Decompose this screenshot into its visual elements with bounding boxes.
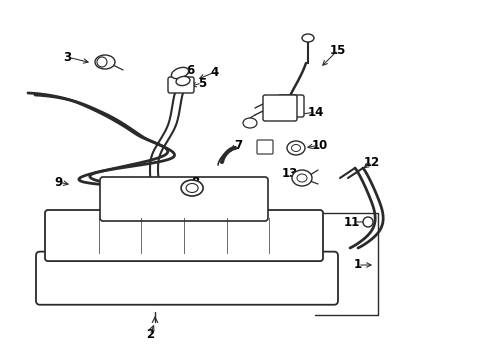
Ellipse shape <box>172 67 189 78</box>
Ellipse shape <box>302 34 314 42</box>
Ellipse shape <box>186 184 198 193</box>
Ellipse shape <box>287 141 305 155</box>
FancyBboxPatch shape <box>278 95 304 117</box>
Text: 5: 5 <box>198 77 206 90</box>
Text: 9: 9 <box>54 176 62 189</box>
Text: 14: 14 <box>308 105 324 118</box>
Circle shape <box>363 217 373 227</box>
Ellipse shape <box>181 180 203 196</box>
Text: 8: 8 <box>191 176 199 189</box>
Ellipse shape <box>243 118 257 128</box>
Ellipse shape <box>95 55 115 69</box>
FancyBboxPatch shape <box>168 77 194 93</box>
Text: 10: 10 <box>312 139 328 152</box>
Text: 4: 4 <box>211 66 219 78</box>
Ellipse shape <box>292 170 312 186</box>
Circle shape <box>97 57 107 67</box>
FancyBboxPatch shape <box>257 140 273 154</box>
FancyBboxPatch shape <box>36 252 338 305</box>
Text: 13: 13 <box>282 166 298 180</box>
Ellipse shape <box>292 144 300 152</box>
Text: 12: 12 <box>364 156 380 168</box>
FancyBboxPatch shape <box>100 177 268 221</box>
Text: 11: 11 <box>344 216 360 229</box>
Text: 3: 3 <box>63 50 71 63</box>
FancyBboxPatch shape <box>263 95 297 121</box>
Text: 2: 2 <box>146 328 154 342</box>
Text: 1: 1 <box>354 258 362 271</box>
Text: 15: 15 <box>330 44 346 57</box>
Text: 6: 6 <box>186 63 194 77</box>
Ellipse shape <box>176 76 190 86</box>
Ellipse shape <box>297 174 307 182</box>
Text: 7: 7 <box>234 139 242 152</box>
FancyBboxPatch shape <box>45 210 323 261</box>
